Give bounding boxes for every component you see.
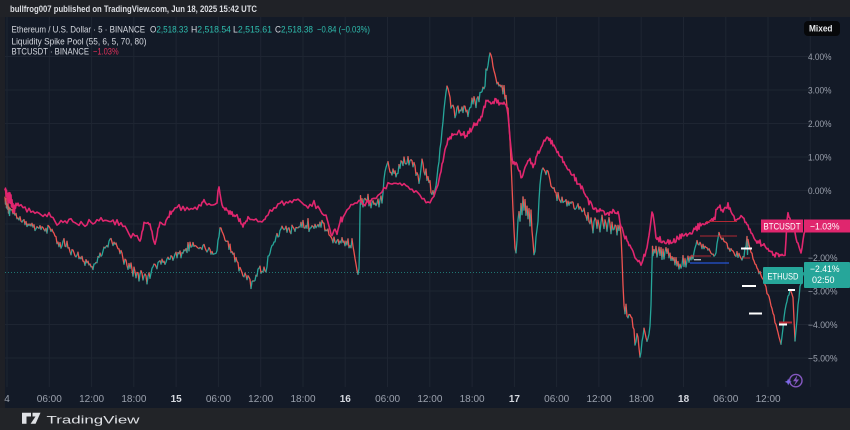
svg-text:−4.00%: −4.00% (808, 320, 838, 330)
svg-text:Ethereum / U.S. Dollar · 5 · B: Ethereum / U.S. Dollar · 5 · BINANCE (12, 25, 146, 35)
svg-text:18:00: 18:00 (629, 394, 654, 405)
svg-text:O2,518.33: O2,518.33 (150, 25, 188, 35)
svg-text:16: 16 (340, 394, 352, 405)
svg-text:12:00: 12:00 (417, 394, 442, 405)
svg-text:bullfrog007 published on Tradi: bullfrog007 published on TradingView.com… (10, 4, 257, 14)
svg-text:−1.03%: −1.03% (810, 221, 840, 231)
svg-text:06:00: 06:00 (713, 394, 738, 405)
svg-text:−2.00%: −2.00% (808, 253, 838, 263)
svg-text:−5.00%: −5.00% (808, 353, 838, 363)
svg-text:2.00%: 2.00% (808, 119, 832, 129)
svg-text:12:00: 12:00 (586, 394, 611, 405)
svg-text:1.00%: 1.00% (808, 152, 832, 162)
svg-text:15: 15 (171, 394, 183, 405)
svg-text:L2,515.61: L2,515.61 (233, 25, 272, 35)
svg-text:ETHUSD: ETHUSD (768, 271, 799, 281)
svg-text:18:00: 18:00 (460, 394, 485, 405)
svg-text:18: 18 (678, 394, 690, 405)
svg-text:02:50: 02:50 (812, 275, 835, 285)
svg-text:−0.84 (−0.03%): −0.84 (−0.03%) (317, 25, 370, 35)
svg-text:BTCUSDT: BTCUSDT (764, 221, 801, 231)
svg-text:3.00%: 3.00% (808, 85, 832, 95)
svg-text:06:00: 06:00 (544, 394, 569, 405)
svg-text:12:00: 12:00 (756, 394, 781, 405)
svg-text:18:00: 18:00 (121, 394, 146, 405)
svg-text:C2,518.38: C2,518.38 (275, 25, 313, 35)
svg-text:06:00: 06:00 (206, 394, 231, 405)
svg-text:12:00: 12:00 (79, 394, 104, 405)
svg-text:06:00: 06:00 (375, 394, 400, 405)
svg-text:H2,518.54: H2,518.54 (191, 25, 231, 35)
svg-text:TradingView: TradingView (47, 415, 140, 427)
svg-text:Liquidity Spike Pool (55, 6, 5: Liquidity Spike Pool (55, 6, 5, 70, 80) (12, 36, 147, 46)
svg-text:0.00%: 0.00% (808, 186, 832, 196)
svg-text:17: 17 (509, 394, 521, 405)
svg-text:−3.00%: −3.00% (808, 286, 838, 296)
svg-text:4: 4 (4, 394, 10, 405)
svg-text:BTCUSDT · BINANCE: BTCUSDT · BINANCE (12, 47, 90, 57)
svg-text:12:00: 12:00 (248, 394, 273, 405)
svg-text:18:00: 18:00 (290, 394, 315, 405)
svg-text:4.00%: 4.00% (808, 52, 832, 62)
svg-text:−2.41%: −2.41% (810, 264, 840, 274)
svg-text:−1.03%: −1.03% (93, 47, 119, 57)
svg-text:06:00: 06:00 (37, 394, 62, 405)
svg-text:Mixed: Mixed (809, 24, 833, 35)
